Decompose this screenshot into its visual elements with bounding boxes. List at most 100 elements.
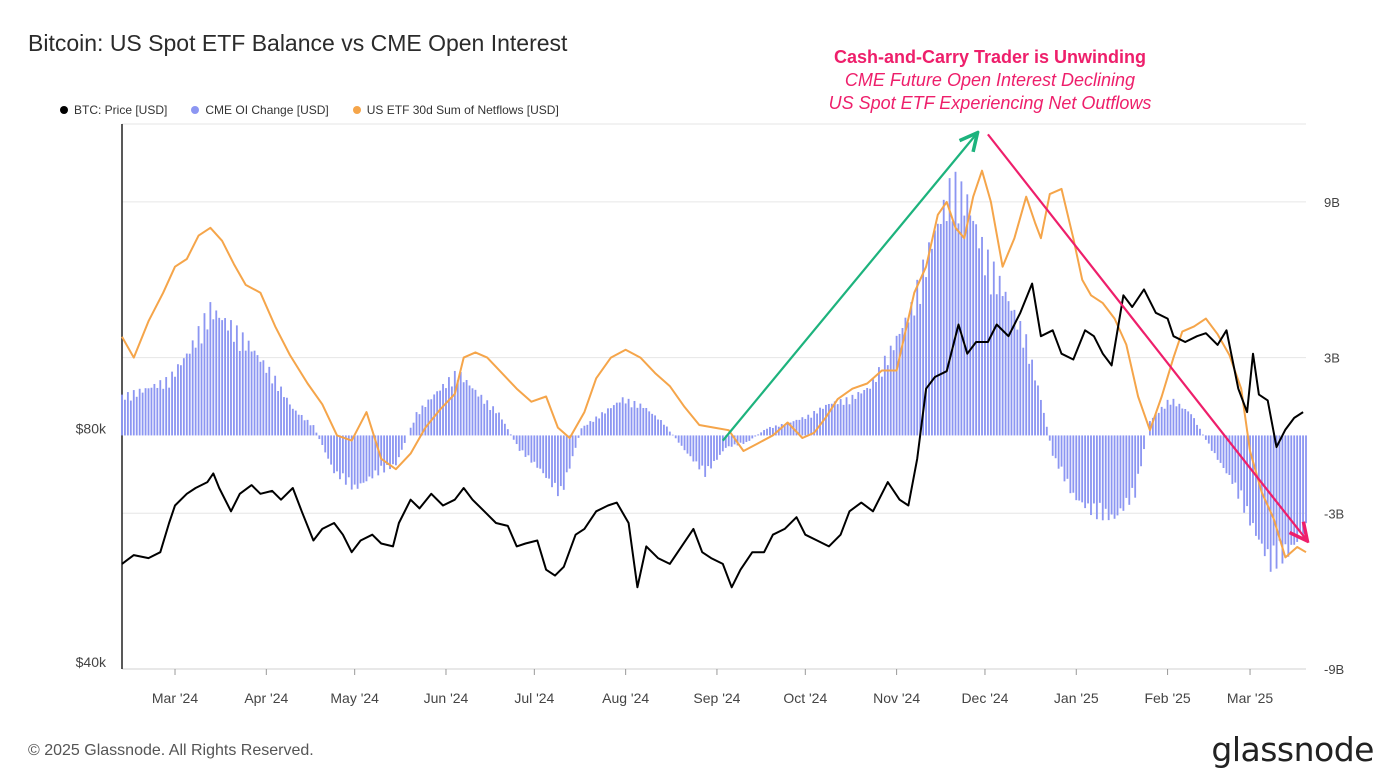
oi-bar (1010, 310, 1013, 436)
annotation-box: Cash-and-Carry Trader is Unwinding CME F… (790, 46, 1190, 115)
oi-bar (1302, 435, 1304, 538)
oi-bar (215, 310, 218, 436)
oi-bar (554, 435, 556, 483)
oi-bar (1240, 435, 1243, 491)
oi-bar (674, 435, 677, 439)
oi-bar (1237, 435, 1240, 499)
oi-bar (221, 320, 224, 436)
oi-bar (206, 329, 209, 436)
legend-price-label: BTC: Price [USD] (74, 103, 168, 117)
oi-bar (200, 343, 203, 436)
oi-bar (665, 426, 668, 436)
oi-bar (350, 435, 353, 490)
oi-bar (445, 388, 447, 436)
oi-bar (365, 435, 368, 482)
oi-bar (1072, 435, 1075, 493)
oi-bar (660, 420, 662, 436)
oi-bar (1199, 428, 1201, 436)
oi-bar (1107, 435, 1110, 521)
oi-bar (736, 435, 739, 446)
oi-bar (630, 407, 633, 436)
oi-bar (751, 435, 754, 439)
oi-bar (1290, 435, 1293, 545)
oi-bar (1125, 435, 1128, 498)
oi-bar (1178, 403, 1181, 436)
oi-bar (559, 435, 562, 487)
legend-oi-marker (191, 106, 200, 114)
oi-bar (1187, 411, 1190, 436)
oi-bar (1057, 435, 1060, 469)
oi-bar (984, 275, 986, 436)
oi-bar (769, 426, 771, 436)
oi-bar (1131, 435, 1134, 488)
oi-bar (156, 387, 159, 436)
oi-bar (754, 435, 757, 437)
oi-bar (801, 417, 804, 436)
legend-item-etf[interactable]: US ETF 30d Sum of Netflows [USD] (352, 103, 559, 117)
oi-bar (556, 435, 559, 497)
oi-bar (265, 372, 268, 436)
oi-bar (713, 435, 715, 461)
oi-bar (1234, 435, 1237, 483)
oi-bar (878, 367, 880, 436)
x-axis-tick-label: Mar '24 (152, 690, 198, 706)
downtrend-arrow (987, 133, 1306, 539)
oi-bar (763, 430, 765, 436)
oi-bar (842, 404, 845, 436)
oi-bar (771, 427, 774, 436)
legend-etf-label: US ETF 30d Sum of Netflows [USD] (366, 103, 559, 117)
oi-bar (615, 402, 618, 436)
oi-bar (872, 379, 874, 436)
oi-bar (1252, 435, 1254, 524)
oi-bar (904, 317, 907, 436)
legend-item-price[interactable]: BTC: Price [USD] (60, 103, 167, 117)
oi-bar (394, 435, 397, 466)
oi-bar (465, 379, 468, 436)
oi-bar (1169, 404, 1172, 436)
oi-bar (698, 435, 701, 470)
oi-bar (995, 294, 998, 436)
oi-bar (418, 414, 421, 436)
oi-bar (421, 405, 424, 436)
oi-bar (583, 425, 586, 436)
oi-bar (610, 408, 612, 436)
oi-bar (919, 303, 922, 436)
oi-bar (1113, 435, 1116, 519)
oi-bar (1263, 435, 1266, 557)
oi-bar (960, 181, 963, 436)
oi-bar (686, 435, 689, 454)
right-axis-tick-label: 3B (1324, 351, 1340, 366)
oi-bar (1151, 417, 1154, 436)
oi-bar (383, 435, 386, 473)
oi-bar (577, 435, 580, 438)
oi-bar (833, 401, 836, 436)
oi-bar (548, 435, 550, 479)
oi-bar (294, 410, 297, 436)
oi-bar (1246, 435, 1249, 507)
oi-bar (598, 418, 601, 436)
legend-item-oi[interactable]: CME OI Change [USD] (191, 103, 329, 117)
oi-bar (412, 422, 415, 436)
brand-logo: glassnode (1211, 730, 1374, 769)
oi-bar (1157, 412, 1160, 436)
oi-bar (836, 404, 839, 436)
oi-bar (224, 318, 226, 436)
left-axis-tick-label: $40k (76, 654, 107, 670)
oi-bar (1281, 435, 1284, 564)
oi-bar (250, 351, 253, 436)
oi-bar (400, 435, 403, 450)
oi-bar (766, 428, 768, 436)
oi-bar (651, 413, 654, 436)
oi-bar (1269, 435, 1272, 572)
oi-bar (235, 325, 238, 436)
oi-bar (433, 394, 436, 436)
oi-bar (153, 383, 156, 436)
oi-bar (922, 259, 925, 436)
oi-bar (450, 386, 453, 436)
oi-bar (601, 412, 603, 436)
oi-bar (477, 396, 480, 436)
oi-bar (182, 358, 185, 436)
oi-bar (825, 404, 827, 436)
oi-bar (580, 428, 583, 436)
oi-bar (689, 435, 692, 457)
